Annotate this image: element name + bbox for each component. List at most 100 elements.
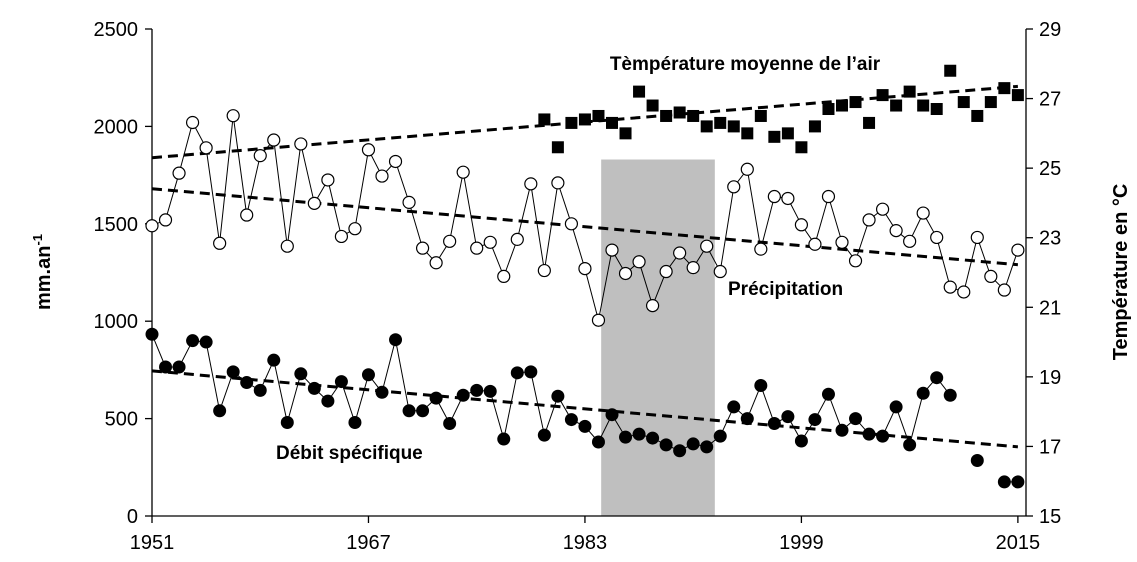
open-marker	[645, 299, 660, 313]
open-marker	[862, 213, 876, 227]
y-tick-label: 2500	[94, 19, 139, 41]
square-marker	[768, 130, 781, 143]
square-marker	[741, 127, 754, 140]
dot-marker	[740, 412, 754, 426]
dot-marker	[700, 440, 714, 454]
dot-marker	[226, 365, 240, 379]
dot-marker	[186, 334, 200, 348]
y-tick-label: 0	[127, 506, 138, 528]
dot-marker	[646, 431, 660, 445]
dot-marker	[456, 388, 470, 402]
y-tick-label: 500	[105, 409, 138, 431]
y2-axis-label: Température en °C	[1110, 184, 1132, 361]
open-marker	[510, 232, 524, 246]
dot-marker	[470, 383, 484, 397]
square-marker	[930, 103, 943, 116]
square-marker	[795, 141, 808, 154]
dot-marker	[862, 427, 876, 441]
open-marker	[875, 202, 890, 216]
open-marker	[754, 242, 768, 256]
dot-marker	[930, 371, 944, 385]
square-marker	[754, 109, 767, 122]
dot-marker	[876, 429, 890, 443]
y-axis-label: mm.an-1	[30, 234, 55, 310]
open-marker	[848, 254, 863, 268]
y-tick-label: 1500	[94, 214, 139, 236]
open-marker	[415, 241, 430, 255]
dot-marker	[145, 327, 159, 341]
dot-marker	[416, 404, 430, 418]
dot-marker	[334, 375, 348, 389]
square-marker	[687, 109, 700, 122]
open-marker	[307, 196, 321, 210]
open-marker	[361, 143, 376, 157]
dot-marker	[307, 381, 321, 395]
square-marker	[876, 89, 889, 102]
open-marker	[199, 141, 213, 155]
open-marker	[145, 219, 159, 233]
y2-tick-label: 17	[1039, 436, 1061, 458]
dot-marker	[673, 444, 687, 458]
open-marker	[808, 237, 822, 251]
open-marker	[889, 224, 903, 238]
open-marker	[659, 264, 673, 279]
dot-marker	[213, 404, 227, 418]
open-marker	[470, 241, 484, 255]
dot-marker	[389, 333, 403, 347]
dot-marker	[280, 415, 294, 429]
square-marker	[565, 116, 578, 129]
open-marker	[618, 266, 633, 281]
open-marker	[794, 218, 809, 232]
square-marker	[592, 109, 605, 122]
y2-tick-label: 29	[1039, 19, 1061, 41]
dot-marker	[767, 416, 781, 430]
dot-marker	[632, 427, 646, 441]
dot-marker	[510, 366, 524, 380]
dot-marker	[943, 388, 957, 402]
open-marker	[456, 165, 470, 179]
dot-marker	[253, 383, 267, 397]
square-marker	[538, 113, 551, 126]
square-marker	[903, 85, 916, 98]
open-marker	[497, 269, 511, 283]
trend-line	[151, 187, 1019, 267]
open-marker	[578, 262, 592, 276]
dot-marker	[754, 378, 768, 392]
open-marker	[916, 206, 930, 220]
dot-marker	[916, 386, 930, 400]
dot-marker	[849, 412, 863, 426]
open-marker	[591, 313, 606, 327]
square-marker	[700, 120, 713, 133]
square-marker	[822, 103, 835, 116]
dot-marker	[713, 429, 727, 443]
dot-marker	[375, 385, 389, 399]
open-marker	[429, 256, 443, 270]
x-tick-label: 1951	[130, 532, 175, 554]
dot-marker	[497, 432, 511, 446]
square-marker	[849, 96, 862, 109]
dot-marker	[903, 438, 917, 452]
dot-marker	[821, 387, 835, 401]
open-marker	[226, 109, 240, 123]
x-tick-label: 2015	[996, 532, 1041, 554]
x-tick-label: 1999	[779, 532, 824, 554]
x-tick-label: 1967	[346, 532, 391, 554]
y-axis-label-main: mm.an	[33, 246, 55, 310]
open-marker	[781, 191, 795, 206]
dot-marker	[443, 416, 457, 430]
open-marker	[984, 269, 998, 283]
dot-marker	[321, 394, 335, 408]
open-marker	[605, 243, 619, 257]
dot-marker	[619, 430, 633, 444]
open-marker	[673, 246, 687, 260]
open-marker	[524, 177, 538, 191]
open-marker	[551, 176, 565, 190]
open-marker	[537, 263, 551, 278]
dot-marker	[727, 400, 741, 414]
dot-marker	[294, 367, 308, 381]
dot-marker	[483, 384, 497, 398]
open-marker	[213, 236, 227, 250]
series-annotation: Débit spécifique	[276, 443, 423, 464]
open-marker	[957, 285, 971, 299]
